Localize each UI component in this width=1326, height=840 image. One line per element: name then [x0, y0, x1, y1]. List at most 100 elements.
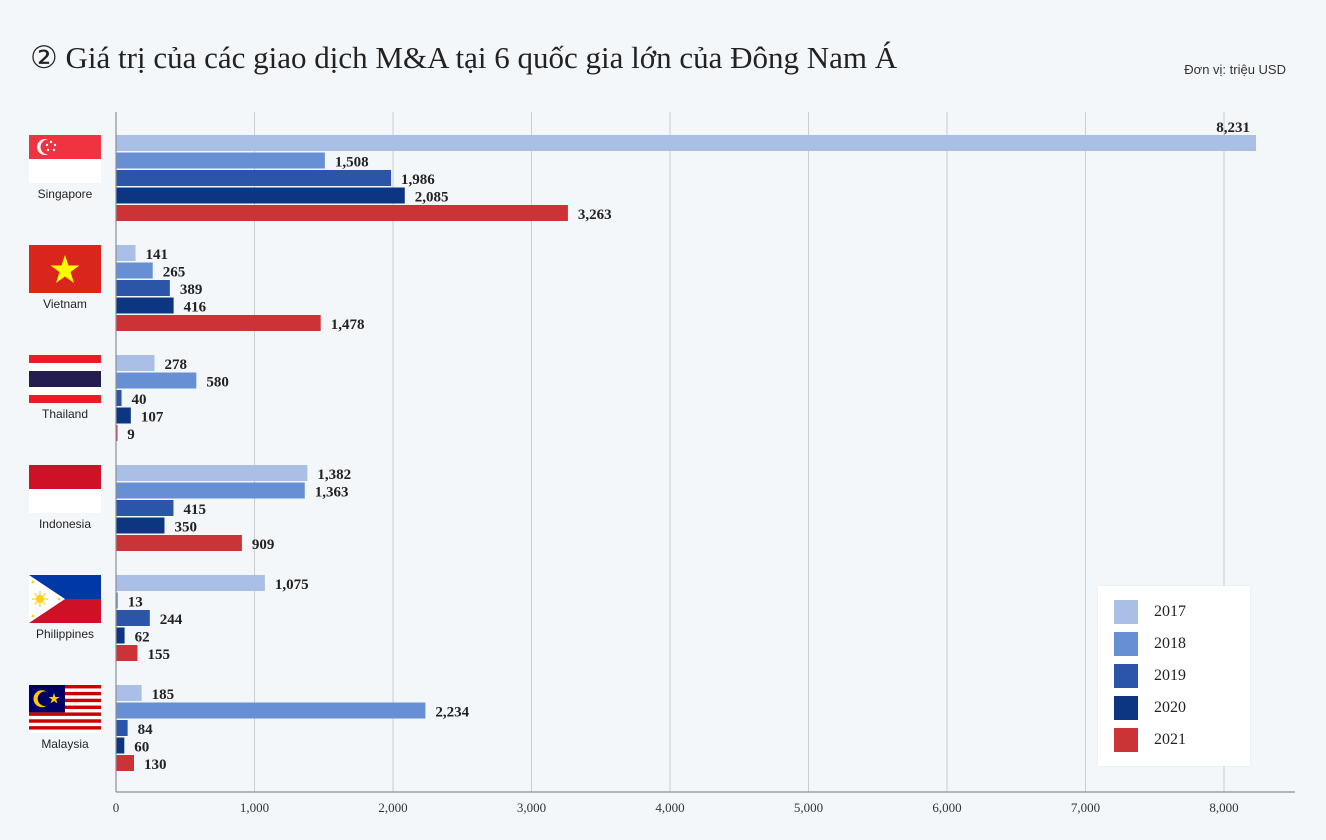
bar-vietnam-2021: [116, 315, 321, 331]
legend-label: 2017: [1154, 603, 1186, 620]
singapore-flag-icon: [29, 135, 101, 183]
x-tick-label: 7,000: [1071, 800, 1100, 815]
legend-label: 2020: [1154, 699, 1186, 716]
data-label: 185: [152, 687, 175, 703]
data-label: 1,382: [317, 467, 351, 483]
legend-item-2021: 2021: [1114, 728, 1186, 752]
data-label: 350: [174, 520, 197, 536]
data-label: 40: [132, 392, 147, 408]
data-label: 9: [127, 427, 134, 443]
legend-item-2018: 2018: [1114, 632, 1186, 656]
bar-malaysia-2020: [116, 737, 125, 754]
data-label: 1,478: [331, 317, 365, 333]
data-label: 130: [144, 757, 167, 773]
data-label: 265: [163, 265, 186, 281]
bar-indonesia-2019: [116, 500, 174, 516]
data-label: 155: [147, 647, 170, 663]
bar-philippines-2017: [116, 575, 265, 591]
category-label-indonesia: Indonesia: [38, 517, 92, 531]
x-tick-label: 2,000: [378, 800, 407, 815]
legend-item-2019: 2019: [1114, 664, 1186, 688]
data-label: 84: [138, 722, 154, 738]
legend-swatch: [1114, 632, 1138, 656]
data-label: 1,075: [275, 577, 309, 593]
bar-indonesia-2017: [116, 465, 308, 481]
data-label: 2,234: [435, 705, 469, 721]
legend-label: 2019: [1154, 667, 1186, 684]
bar-malaysia-2017: [116, 685, 142, 701]
bar-vietnam-2019: [116, 280, 170, 296]
x-tick-label: 5,000: [794, 800, 823, 815]
data-label: 1,986: [401, 172, 435, 188]
legend-swatch: [1114, 600, 1138, 624]
bar-indonesia-2021: [116, 535, 242, 551]
bar-singapore-2020: [116, 187, 405, 204]
legend-label: 2018: [1154, 635, 1186, 652]
category-label-philippines: Philippines: [35, 627, 95, 641]
x-tick-label: 8,000: [1209, 800, 1238, 815]
x-tick-label: 3,000: [517, 800, 546, 815]
data-label: 60: [134, 740, 149, 756]
legend-item-2020: 2020: [1114, 696, 1186, 720]
bar-thailand-2021: [116, 425, 118, 441]
data-label: 8,231: [1216, 120, 1250, 136]
legend-label: 2021: [1154, 731, 1186, 748]
data-label: 2,085: [415, 190, 449, 206]
category-label-vietnam: Vietnam: [43, 297, 87, 311]
bar-philippines-2021: [116, 645, 138, 661]
bar-thailand-2018: [116, 372, 197, 389]
vietnam-flag-icon: [29, 245, 101, 293]
legend-item-2017: 2017: [1114, 600, 1186, 624]
data-label: 141: [146, 247, 169, 263]
x-tick-label: 0: [113, 800, 120, 815]
data-label: 415: [183, 502, 206, 518]
category-label-singapore: Singapore: [37, 187, 93, 201]
bar-vietnam-2020: [116, 297, 174, 314]
bar-malaysia-2021: [116, 755, 135, 771]
bar-vietnam-2018: [116, 262, 153, 279]
philippines-flag-icon: [29, 575, 101, 623]
data-label: 580: [206, 375, 229, 391]
bar-philippines-2020: [116, 627, 125, 644]
data-label: 389: [180, 282, 203, 298]
legend-swatch: [1114, 664, 1138, 688]
data-label: 416: [184, 300, 207, 316]
indonesia-flag-icon: [29, 465, 101, 513]
data-label: 1,363: [315, 485, 349, 501]
legend-swatch: [1114, 728, 1138, 752]
data-label: 3,263: [578, 207, 612, 223]
bar-singapore-2018: [116, 152, 325, 169]
thailand-flag-icon: [29, 355, 101, 403]
bar-philippines-2019: [116, 610, 150, 626]
data-label: 1,508: [335, 155, 369, 171]
x-tick-label: 1,000: [240, 800, 269, 815]
bar-singapore-2017: [116, 135, 1256, 151]
data-label: 13: [128, 595, 143, 611]
x-tick-label: 6,000: [932, 800, 961, 815]
data-label: 62: [135, 630, 150, 646]
malaysia-flag-icon: [29, 685, 101, 733]
bar-thailand-2017: [116, 355, 155, 371]
bar-singapore-2021: [116, 205, 568, 221]
data-label: 278: [165, 357, 188, 373]
unit-label: Đơn vị: triệu USD: [1184, 62, 1286, 77]
x-tick-label: 4,000: [655, 800, 684, 815]
legend: 2017 2018 2019 2020 2021: [1098, 586, 1250, 766]
category-label-malaysia: Malaysia: [41, 737, 89, 751]
bar-vietnam-2017: [116, 245, 136, 261]
bar-singapore-2019: [116, 170, 392, 186]
data-label: 107: [141, 410, 164, 426]
category-label-thailand: Thailand: [41, 407, 89, 421]
data-label: 909: [252, 537, 274, 553]
bar-malaysia-2019: [116, 720, 128, 736]
bar-indonesia-2020: [116, 517, 165, 534]
bar-thailand-2019: [116, 390, 122, 406]
bar-indonesia-2018: [116, 482, 305, 499]
chart-title: ② Giá trị của các giao dịch M&A tại 6 qu…: [30, 40, 898, 75]
bar-malaysia-2018: [116, 702, 426, 719]
bar-philippines-2018: [116, 592, 118, 609]
legend-swatch: [1114, 696, 1138, 720]
bar-thailand-2020: [116, 407, 131, 424]
data-label: 244: [160, 612, 183, 628]
